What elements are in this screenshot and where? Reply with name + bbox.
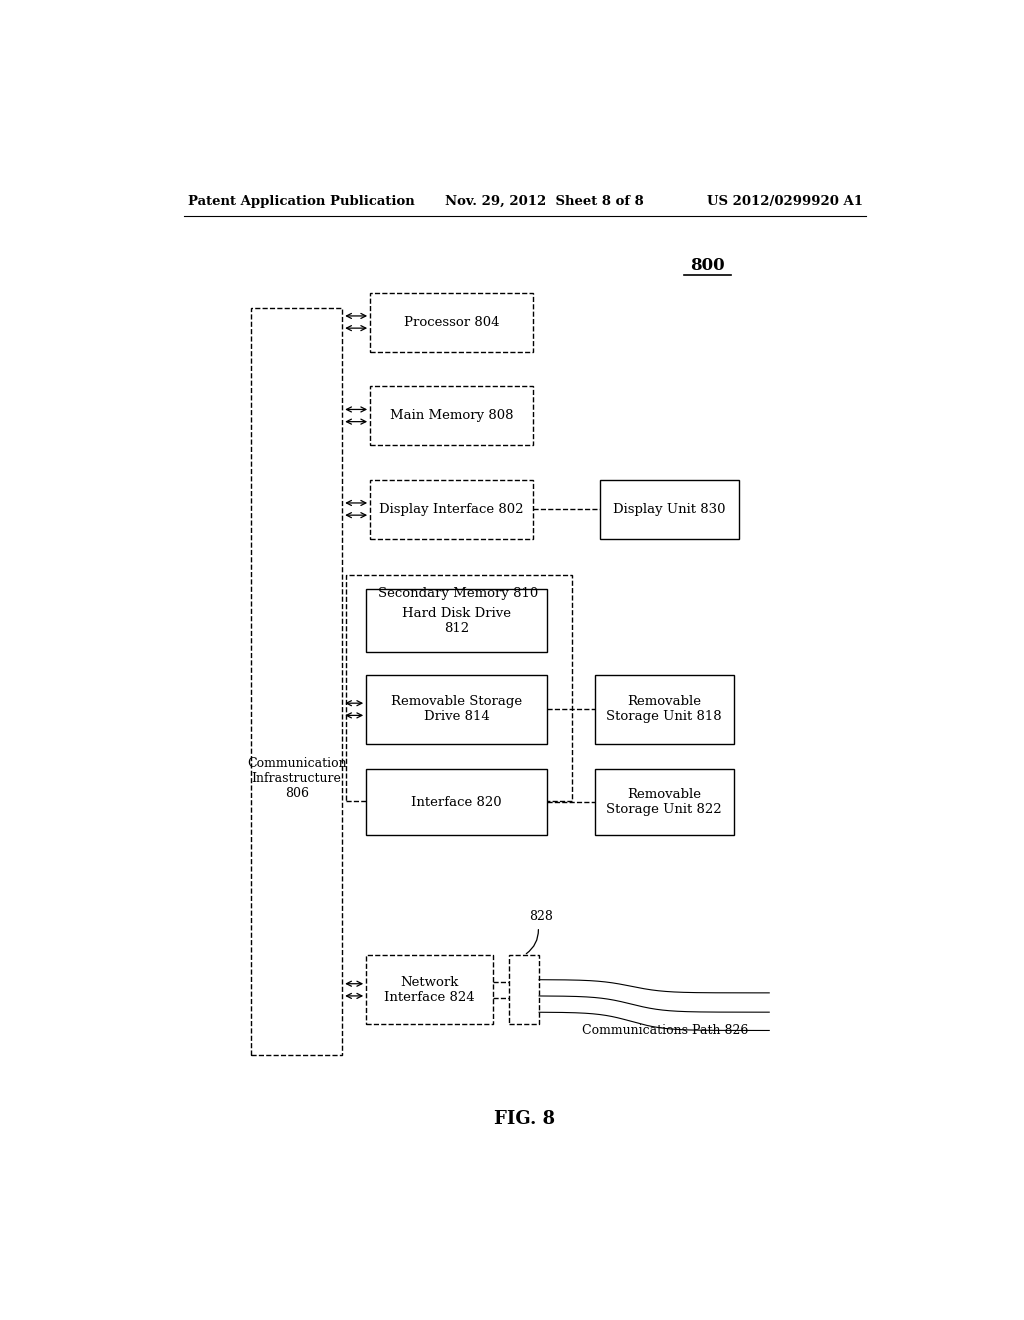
Bar bbox=[370, 479, 532, 539]
Text: Communications Path 826: Communications Path 826 bbox=[583, 1024, 749, 1038]
Text: Removable
Storage Unit 822: Removable Storage Unit 822 bbox=[606, 788, 722, 816]
Bar bbox=[367, 770, 547, 836]
Text: 828: 828 bbox=[529, 909, 553, 923]
Bar bbox=[509, 956, 539, 1024]
Text: Interface 820: Interface 820 bbox=[412, 796, 502, 809]
Text: Secondary Memory 810: Secondary Memory 810 bbox=[378, 587, 539, 601]
Text: Processor 804: Processor 804 bbox=[403, 315, 499, 329]
Bar bbox=[346, 576, 572, 801]
Bar bbox=[595, 770, 733, 836]
Text: Network
Interface 824: Network Interface 824 bbox=[384, 975, 475, 1003]
Bar bbox=[600, 479, 739, 539]
Text: Display Unit 830: Display Unit 830 bbox=[613, 503, 726, 516]
Text: 800: 800 bbox=[690, 256, 725, 273]
Bar bbox=[367, 675, 547, 744]
Text: Nov. 29, 2012  Sheet 8 of 8: Nov. 29, 2012 Sheet 8 of 8 bbox=[445, 194, 644, 207]
Bar bbox=[595, 675, 733, 744]
Bar bbox=[370, 385, 532, 445]
Text: Removable Storage
Drive 814: Removable Storage Drive 814 bbox=[391, 696, 522, 723]
Text: FIG. 8: FIG. 8 bbox=[495, 1110, 555, 1127]
Text: Display Interface 802: Display Interface 802 bbox=[379, 503, 523, 516]
Text: Hard Disk Drive
812: Hard Disk Drive 812 bbox=[402, 607, 511, 635]
Text: Removable
Storage Unit 818: Removable Storage Unit 818 bbox=[606, 696, 722, 723]
Bar bbox=[367, 589, 547, 652]
Text: US 2012/0299920 A1: US 2012/0299920 A1 bbox=[708, 194, 863, 207]
Text: Main Memory 808: Main Memory 808 bbox=[390, 409, 513, 422]
Bar bbox=[370, 293, 532, 351]
Bar bbox=[367, 956, 494, 1024]
Bar bbox=[251, 308, 342, 1055]
Text: Patent Application Publication: Patent Application Publication bbox=[187, 194, 415, 207]
Text: Communication
Infrastructure
806: Communication Infrastructure 806 bbox=[247, 756, 346, 800]
